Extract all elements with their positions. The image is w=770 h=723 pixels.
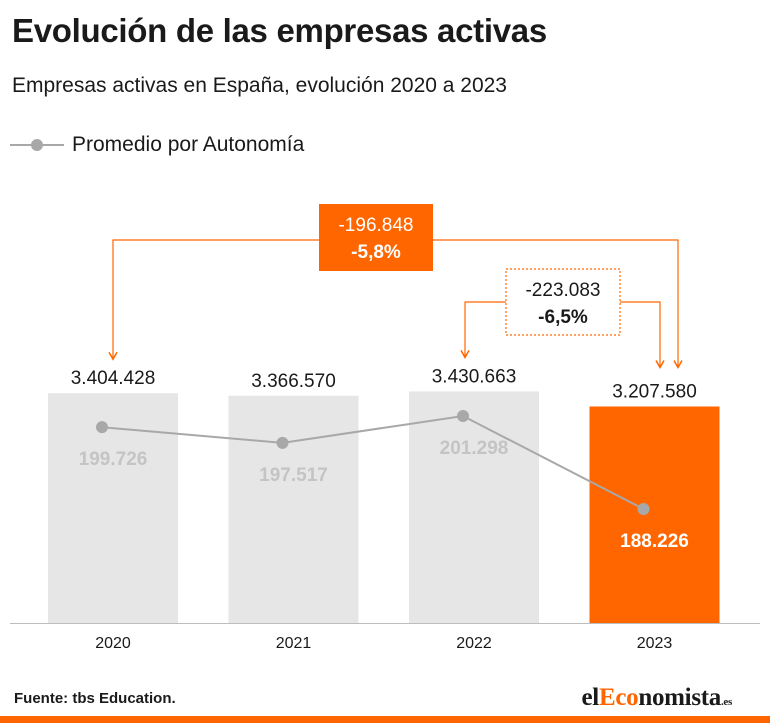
bracket-arrow-2023-a — [673, 360, 683, 369]
bar-value-label: 3.366.570 — [251, 371, 336, 392]
x-tick-label: 2021 — [276, 635, 312, 652]
bottom-accent-bar — [0, 716, 770, 723]
annotation-diff-2022-2023: -223.083 — [525, 280, 600, 301]
bar-2023 — [589, 406, 720, 623]
legend-line-symbol — [10, 130, 64, 160]
annotation-box-2022-2023 — [505, 268, 621, 336]
line-point-2023 — [637, 503, 650, 515]
bracket-arrow-2022 — [460, 350, 470, 359]
line-value-label: 199.726 — [79, 449, 148, 470]
x-tick-label: 2020 — [95, 635, 131, 652]
legend-line-label: Promedio por Autonomía — [72, 133, 305, 156]
bar-value-label: 3.430.663 — [432, 366, 517, 387]
line-point-2022 — [457, 410, 469, 422]
brand-highlight: Eco — [598, 684, 639, 711]
x-tick-label: 2022 — [456, 635, 492, 652]
bar-value-label: 3.404.428 — [71, 368, 156, 389]
bracket-arrow-2020 — [108, 351, 118, 361]
chart-subtitle: Empresas activas en España, evolución 20… — [12, 74, 507, 97]
line-value-label: 197.517 — [259, 465, 328, 486]
source-note: Fuente: tbs Education. — [14, 690, 176, 707]
brand-prefix: el — [581, 684, 600, 711]
chart-title: Evolución de las empresas activas — [12, 12, 547, 49]
annotation-pct-2022-2023: -6,5% — [538, 307, 588, 328]
line-average — [101, 414, 644, 510]
legend: Promedio por Autonomía — [10, 130, 304, 160]
line-point-2021 — [276, 436, 289, 449]
bar-2022 — [409, 391, 539, 623]
line-value-label: 201.298 — [440, 438, 509, 459]
brand-logo: elEconomista.es — [581, 684, 733, 712]
annotation-pct-2020-2023: -5,8% — [351, 242, 401, 263]
line-point-2020 — [96, 421, 108, 434]
x-tick-label: 2023 — [637, 635, 673, 652]
line-value-label: 188.226 — [620, 531, 689, 552]
brand-suffix: nomista — [638, 684, 721, 711]
annotation-box-2020-2023 — [319, 204, 433, 271]
brand-tld: .es — [720, 696, 732, 708]
annotation-diff-2020-2023: -196.848 — [338, 215, 413, 236]
bar-2021 — [228, 395, 359, 623]
bracket-arrow-2023-b — [655, 360, 665, 369]
bar-value-label: 3.207.580 — [612, 381, 697, 402]
